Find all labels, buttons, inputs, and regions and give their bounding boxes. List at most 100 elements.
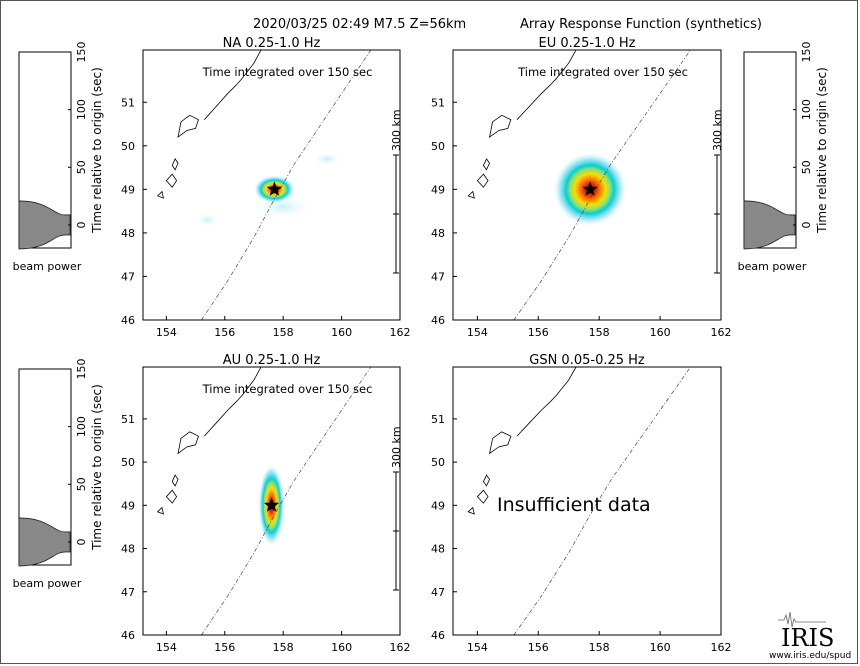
- seismogram-icon: [778, 611, 826, 628]
- trench-line: [201, 50, 372, 320]
- x-tick-label: 160: [650, 641, 671, 654]
- beam-power-frame: [18, 51, 72, 249]
- y-tick-label: 50: [431, 456, 445, 469]
- beam-power-trace: [743, 200, 796, 250]
- insufficient-data-message: Insufficient data: [497, 494, 651, 516]
- iris-logo: IRIS www.iris.edu/spud: [769, 611, 851, 661]
- beam-power-frame: [743, 51, 797, 249]
- island: [476, 173, 489, 188]
- y-tick-label: 47: [121, 586, 135, 599]
- time-tick-label: 150: [75, 359, 88, 380]
- x-tick-label: 156: [214, 641, 235, 654]
- time-axis-label: Time relative to origin (sec): [90, 67, 104, 234]
- panel-title: AU 0.25-1.0 Hz: [223, 353, 321, 368]
- y-tick-label: 47: [431, 270, 445, 283]
- plot-frame: [452, 366, 722, 636]
- island: [467, 190, 475, 199]
- island: [165, 173, 178, 188]
- y-tick-label: 46: [121, 314, 135, 327]
- island: [177, 431, 199, 455]
- coastline: [516, 367, 577, 437]
- x-tick-label: 162: [390, 326, 411, 339]
- panel-0: 154 156 158 160 162 46 47 48 49 50 51 NA 0.25-1.0 H…: [13, 36, 411, 339]
- island: [156, 506, 164, 515]
- sidelobe: [313, 152, 341, 166]
- x-tick-label: 158: [589, 326, 610, 339]
- y-tick-label: 46: [431, 629, 445, 642]
- island: [488, 114, 512, 139]
- beam-power-trace: [18, 200, 71, 250]
- trench-line: [513, 50, 691, 320]
- y-tick-label: 49: [121, 499, 135, 512]
- logo-url: www.iris.edu/spud: [769, 651, 851, 661]
- time-tick-label: 50: [75, 160, 88, 174]
- y-tick-label: 47: [121, 270, 135, 283]
- x-tick-label: 154: [156, 641, 177, 654]
- y-tick-label: 48: [431, 227, 445, 240]
- plot-frame: [142, 49, 401, 321]
- y-tick-label: 48: [121, 543, 135, 556]
- coastline: [204, 50, 262, 120]
- event-title: 2020/03/25 02:49 M7.5 Z=56km: [253, 17, 466, 32]
- island: [177, 114, 199, 139]
- time-tick-label: 100: [75, 416, 88, 437]
- logo-text: IRIS: [781, 624, 834, 652]
- x-tick-label: 154: [467, 641, 488, 654]
- beam-power-label: beam power: [13, 577, 82, 590]
- island: [171, 474, 179, 487]
- scale-label: 300 km: [711, 109, 724, 151]
- x-tick-label: 160: [331, 641, 352, 654]
- time-axis-label: Time relative to origin (sec): [90, 384, 104, 551]
- x-tick-label: 156: [214, 326, 235, 339]
- plot-frame: [452, 49, 722, 321]
- time-tick-label: 100: [800, 99, 813, 120]
- epicenter-star-icon: [582, 181, 598, 196]
- x-tick-label: 162: [711, 641, 732, 654]
- panel-title: GSN 0.05-0.25 Hz: [529, 353, 645, 368]
- panels: 154 156 158 160 162 46 47 48 49 50 51 NA 0.25-1.0 H…: [13, 36, 829, 654]
- island: [156, 190, 164, 199]
- y-tick-label: 50: [121, 456, 135, 469]
- panel-2: 154 156 158 160 162 46 47 48 49 50 51 AU 0.25-1.0 H…: [13, 353, 411, 654]
- scale-label: 300 km: [390, 426, 403, 468]
- y-tick-label: 51: [121, 413, 135, 426]
- x-tick-label: 160: [331, 326, 352, 339]
- panel-1: 154 156 158 160 162 46 47 48 49 50 51 EU 0.25-1.0 H…: [431, 36, 829, 339]
- y-tick-label: 47: [431, 586, 445, 599]
- product-title: Array Response Function (synthetics): [520, 17, 762, 32]
- coastline: [204, 367, 262, 437]
- time-tick-label: 50: [75, 477, 88, 491]
- beam-power-trace: [18, 517, 71, 567]
- beam-power-frame: [18, 368, 72, 566]
- time-tick-label: 150: [75, 42, 88, 63]
- time-integration-note: Time integrated over 150 sec: [202, 65, 373, 79]
- island: [467, 506, 475, 515]
- panel-3: 154 156 158 160 162 46 47 48 49 50 51 GSN 0.05-0.25…: [431, 353, 732, 654]
- y-tick-label: 49: [431, 183, 445, 196]
- epicenter-star-icon: [266, 181, 282, 196]
- x-tick-label: 158: [273, 326, 294, 339]
- panel-title: NA 0.25-1.0 Hz: [223, 36, 321, 51]
- time-tick-label: 50: [800, 160, 813, 174]
- island: [488, 431, 512, 455]
- time-tick-label: 0: [75, 221, 88, 228]
- x-tick-label: 156: [528, 641, 549, 654]
- y-tick-label: 46: [431, 314, 445, 327]
- y-tick-label: 50: [431, 140, 445, 153]
- panel-title: EU 0.25-1.0 Hz: [539, 36, 636, 51]
- y-tick-label: 51: [431, 96, 445, 109]
- time-tick-label: 150: [800, 42, 813, 63]
- x-tick-label: 158: [273, 641, 294, 654]
- coastline: [516, 50, 577, 120]
- scale-label: 300 km: [390, 109, 403, 151]
- time-integration-note: Time integrated over 150 sec: [202, 382, 373, 396]
- island: [482, 474, 491, 487]
- time-tick-label: 0: [800, 221, 813, 228]
- y-tick-label: 48: [121, 227, 135, 240]
- time-axis-label: Time relative to origin (sec): [815, 67, 829, 234]
- y-tick-label: 51: [121, 96, 135, 109]
- sidelobe: [197, 213, 218, 227]
- trench-line: [513, 367, 691, 635]
